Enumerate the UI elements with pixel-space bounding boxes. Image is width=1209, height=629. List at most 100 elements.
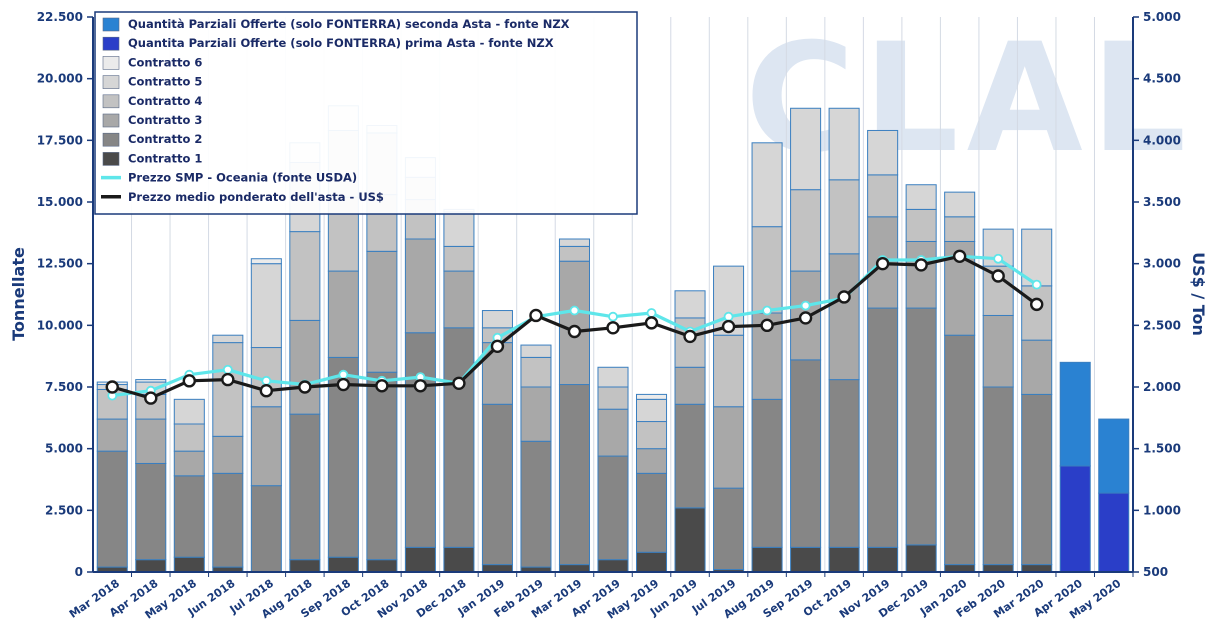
bar-segment <box>173 556 205 573</box>
line-marker <box>298 380 312 394</box>
legend-label: Prezzo SMP - Oceania (fonte USDA) <box>128 171 357 185</box>
bar-segment <box>597 559 629 573</box>
line-marker <box>338 369 349 380</box>
y-axis-right-title: US$ / Ton <box>1189 252 1208 336</box>
line-marker <box>875 256 890 271</box>
line-marker <box>221 372 235 387</box>
bar-segment <box>289 231 321 321</box>
bar-segment <box>674 507 706 573</box>
bar-segment <box>1098 418 1130 494</box>
bar-segment <box>1059 361 1091 467</box>
line-marker <box>1030 297 1044 312</box>
legend-label: Contratto 3 <box>128 113 202 127</box>
legend-swatch <box>102 94 120 109</box>
bar-segment <box>366 250 398 373</box>
bar-segment <box>828 546 860 573</box>
bar-segment <box>96 418 128 452</box>
bar-segment <box>443 546 475 573</box>
bar-segment <box>289 559 321 573</box>
y-tick-left-label: 5.000 <box>45 442 83 456</box>
line-marker <box>646 308 657 318</box>
bar-segment <box>597 408 629 457</box>
bar-segment <box>635 448 668 474</box>
line-marker <box>490 339 505 353</box>
bar-segment <box>327 270 359 358</box>
line-marker <box>683 329 697 344</box>
legend-label: Quantità Parziali Offerte (solo FONTERRA… <box>128 17 570 31</box>
line-marker <box>952 249 967 263</box>
bar-segment <box>443 270 475 329</box>
line-marker <box>991 269 1005 283</box>
bar-segment <box>867 129 899 176</box>
bar-segment <box>173 450 205 477</box>
bar-segment <box>212 342 244 437</box>
bar-segment <box>1021 393 1053 566</box>
bar-segment <box>597 366 629 388</box>
bar-segment <box>867 546 899 573</box>
bar-segment <box>520 344 552 358</box>
bar-segment <box>597 386 629 410</box>
bar-segment <box>481 564 513 573</box>
bar-segment <box>905 240 937 309</box>
bar-segment <box>135 462 167 561</box>
legend-swatch <box>102 17 120 32</box>
bar-segment <box>289 319 321 415</box>
bar-segment <box>481 403 513 566</box>
legend-label: Contratto 5 <box>128 75 202 89</box>
line-marker <box>567 324 582 339</box>
bar-segment <box>635 421 668 450</box>
bar-segment <box>289 413 321 561</box>
y-tick-right-label: 5.000 <box>1143 10 1181 24</box>
line-marker <box>723 311 734 322</box>
bar-segment <box>828 379 860 548</box>
bar-segment <box>790 107 822 191</box>
bar-segment <box>867 174 899 218</box>
bar-segment <box>867 307 899 548</box>
y-tick-left-label: 7.500 <box>45 380 83 394</box>
bar-segment <box>751 226 783 314</box>
line-marker <box>259 384 274 398</box>
bar-segment <box>713 406 745 489</box>
line-marker <box>721 319 736 334</box>
bar-segment <box>635 551 668 573</box>
bar-segment <box>558 260 591 386</box>
bar-segment <box>404 546 436 573</box>
bar-segment <box>905 184 937 210</box>
bar-segment <box>1021 564 1053 573</box>
bar-segment <box>443 327 475 548</box>
y-tick-right-label: 1.000 <box>1143 503 1181 517</box>
bar-segment <box>558 245 591 262</box>
bar-segment <box>173 398 205 425</box>
legend-label: Prezzo medio ponderato dell'asta - US$ <box>128 190 384 204</box>
bar-segment <box>635 393 668 400</box>
legend-label: Contratto 6 <box>128 55 202 69</box>
line-marker <box>762 305 772 316</box>
bar-segment <box>944 564 976 573</box>
bar-segment <box>790 546 822 573</box>
y-tick-left-label: 10.000 <box>37 318 83 332</box>
y-tick-left-label: 17.500 <box>37 133 83 147</box>
line-marker <box>608 311 618 322</box>
line-marker <box>837 290 851 304</box>
bar-segment <box>635 398 668 423</box>
lines-layer <box>105 249 1044 405</box>
bar-segment <box>790 359 822 548</box>
bar-segment <box>212 334 244 344</box>
y-tick-left-label: 2.500 <box>45 503 83 517</box>
bar-segment <box>597 455 629 561</box>
bar-segment <box>366 371 398 561</box>
bar-segment <box>173 475 205 558</box>
line-marker <box>529 308 543 323</box>
legend-swatch <box>102 132 120 147</box>
legend-label: Contratto 4 <box>128 94 202 108</box>
bars-layer <box>96 105 1130 573</box>
line-marker <box>261 375 272 386</box>
bar-segment <box>828 107 860 181</box>
line-marker <box>800 300 811 311</box>
bar-segment <box>250 485 282 573</box>
line-marker <box>375 379 389 393</box>
legend-swatch <box>102 36 120 51</box>
bar-segment <box>212 472 244 568</box>
